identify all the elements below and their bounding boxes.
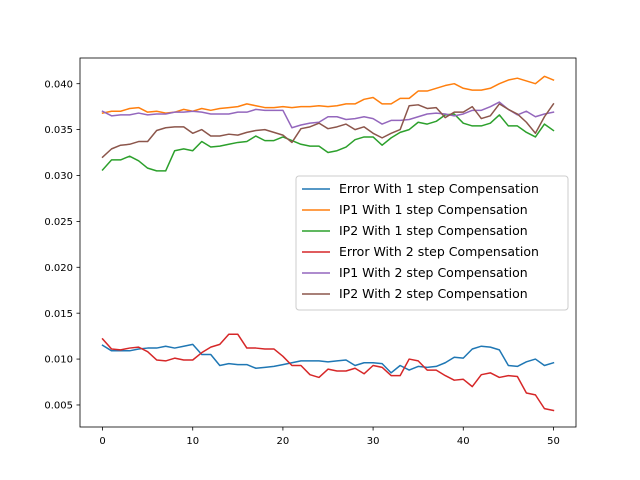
x-tick-label: 0 xyxy=(99,436,105,447)
legend-box xyxy=(295,175,569,311)
x-tick-label: 20 xyxy=(277,436,290,447)
x-tick-label: 50 xyxy=(547,436,560,447)
y-tick-label: 0.030 xyxy=(44,171,73,182)
x-tick-label: 10 xyxy=(186,436,199,447)
x-tick-label: 30 xyxy=(367,436,380,447)
series-line-2 xyxy=(101,75,555,114)
legend: Error With 1 step Compensation IP1 With 1… xyxy=(295,175,569,311)
y-tick-label: 0.015 xyxy=(44,309,73,320)
y-axis: 0.005 0.010 0.015 0.020 0.025 0.030 0.035 0.040 xyxy=(44,79,80,412)
series-line-4 xyxy=(101,333,555,412)
y-tick-label: 0.040 xyxy=(44,79,73,90)
legend-label-5: IP1 With 2 step Compensation xyxy=(339,265,528,280)
legend-label-3: IP2 With 1 step Compensation xyxy=(339,223,528,238)
series-line-3 xyxy=(101,113,555,172)
series-line-5 xyxy=(101,101,555,129)
y-tick-label: 0.020 xyxy=(44,263,73,274)
series-line-6 xyxy=(101,102,555,159)
series-layer xyxy=(101,75,555,412)
series-line-1 xyxy=(101,343,555,374)
legend-label-4: Error With 2 step Compensation xyxy=(339,244,539,259)
y-tick-label: 0.010 xyxy=(44,355,73,366)
plot-frame xyxy=(79,57,577,428)
y-tick-label: 0.005 xyxy=(44,401,73,412)
y-tick-label: 0.025 xyxy=(44,217,73,228)
legend-label-1: Error With 1 step Compensation xyxy=(339,181,539,196)
y-tick-label: 0.035 xyxy=(44,125,73,136)
x-axis: 0 10 20 30 40 50 xyxy=(99,427,560,447)
legend-label-6: IP2 With 2 step Compensation xyxy=(339,286,528,301)
legend-label-2: IP1 With 1 step Compensation xyxy=(339,202,528,217)
x-tick-label: 40 xyxy=(457,436,470,447)
